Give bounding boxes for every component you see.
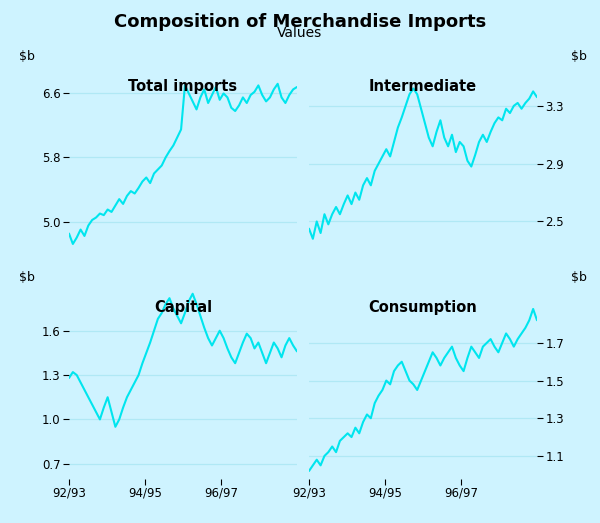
Text: $b: $b [571,271,587,285]
Text: Values: Values [277,26,323,40]
Text: Consumption: Consumption [368,300,478,315]
Text: Total imports: Total imports [128,79,238,94]
Text: Intermediate: Intermediate [369,79,477,94]
Text: Capital: Capital [154,300,212,315]
Text: Composition of Merchandise Imports: Composition of Merchandise Imports [114,13,486,31]
Text: $b: $b [19,271,35,285]
Text: $b: $b [19,50,35,63]
Text: $b: $b [571,50,587,63]
